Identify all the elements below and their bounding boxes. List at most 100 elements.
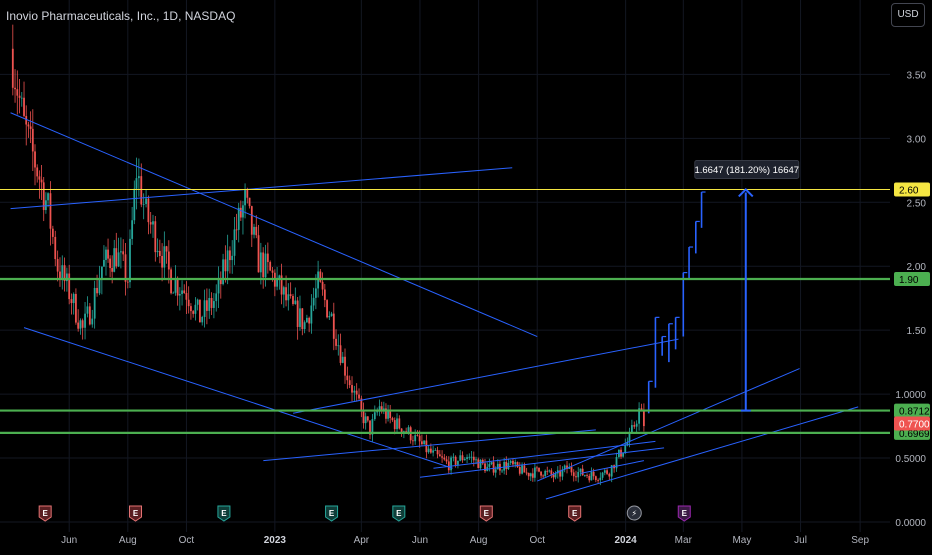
candle-body xyxy=(44,200,47,211)
trendline[interactable] xyxy=(10,167,513,210)
candle-body xyxy=(176,279,179,296)
candle-body xyxy=(337,345,340,347)
trendline[interactable] xyxy=(537,368,800,482)
candle-body xyxy=(163,246,166,268)
trendlines[interactable] xyxy=(10,112,859,500)
trendline[interactable] xyxy=(23,327,453,469)
y-tick-label: 0.0000 xyxy=(895,518,926,529)
candle-body xyxy=(533,467,536,478)
event-marker-label: E xyxy=(221,509,227,518)
event-markers[interactable]: E E E E E E E ⚡ E xyxy=(38,505,691,522)
x-tick-label: Mar xyxy=(675,535,693,546)
candle-body xyxy=(441,456,443,458)
candle-body xyxy=(266,253,269,263)
earnings-marker[interactable] xyxy=(325,505,339,522)
candle-body xyxy=(332,313,335,339)
candle-body xyxy=(161,255,163,268)
y-tick-label: 2.00 xyxy=(907,262,927,273)
candle-body xyxy=(185,293,188,300)
candle-body xyxy=(427,448,430,453)
candle-body xyxy=(380,406,383,412)
candle-body xyxy=(326,300,328,318)
level-price-label: 0.8712 xyxy=(899,407,930,418)
y-tick-label: 2.50 xyxy=(907,198,927,209)
candle-body xyxy=(624,445,627,453)
candle-body xyxy=(416,435,419,436)
candle-body xyxy=(287,294,290,301)
x-tick-label: Oct xyxy=(179,535,195,546)
candle-body xyxy=(219,278,222,285)
candle-body xyxy=(250,206,253,235)
candle-body xyxy=(470,456,473,458)
candle-body xyxy=(546,470,549,472)
earnings-marker[interactable] xyxy=(568,505,582,522)
candle-body xyxy=(610,465,613,477)
earnings-marker[interactable] xyxy=(217,505,231,522)
candle-body xyxy=(34,151,36,168)
candle-body xyxy=(353,390,356,393)
candle-body xyxy=(479,459,482,469)
candle-body xyxy=(172,292,175,294)
earnings-marker[interactable] xyxy=(38,505,52,522)
candle-body xyxy=(434,450,437,451)
candle-body xyxy=(86,306,89,314)
candle-body xyxy=(194,304,197,314)
candle-body xyxy=(158,250,161,256)
symbol-title[interactable]: Inovio Pharmaceuticals, Inc., 1D, NASDAQ xyxy=(6,9,236,23)
earnings-marker[interactable] xyxy=(129,505,143,522)
candle-body xyxy=(376,411,379,413)
x-tick-label: Jun xyxy=(61,535,77,546)
candle-body xyxy=(583,475,586,476)
currency-button[interactable]: USD xyxy=(891,3,925,27)
earnings-marker[interactable] xyxy=(479,505,493,522)
candle-body xyxy=(301,308,304,330)
earnings-marker[interactable] xyxy=(392,505,406,522)
price-axis[interactable]: 3.50 3.00 2.50 2.00 1.50 1.0000 0.5000 0.0000 xyxy=(895,70,926,529)
earnings-marker[interactable] xyxy=(677,505,691,522)
split-marker[interactable] xyxy=(626,505,642,521)
candle-body xyxy=(484,463,486,472)
candle-body xyxy=(477,459,480,469)
candle-body xyxy=(461,455,464,461)
candle-body xyxy=(507,463,510,469)
candle-body xyxy=(423,440,426,445)
candle-body xyxy=(271,270,274,273)
trendline[interactable] xyxy=(10,112,538,338)
candle-body xyxy=(527,472,530,477)
measure-tool[interactable]: 1.6647 (181.20%) 16647 xyxy=(694,159,800,412)
x-tick-label: Apr xyxy=(354,535,370,546)
candle-body xyxy=(65,273,68,282)
candle-body xyxy=(51,228,54,237)
trendline[interactable] xyxy=(293,338,679,414)
trendline[interactable] xyxy=(419,447,665,478)
candle-body xyxy=(208,297,211,311)
candle-body xyxy=(75,293,77,323)
candle-body xyxy=(126,281,129,283)
candle-body xyxy=(59,271,61,280)
x-tick-label: Jul xyxy=(794,535,807,546)
candle-body xyxy=(492,462,495,473)
candle-body xyxy=(481,459,484,464)
candle-body xyxy=(226,250,229,272)
trendline[interactable] xyxy=(263,429,596,462)
candle-body xyxy=(369,420,371,435)
trendline[interactable] xyxy=(545,406,859,500)
candle-body xyxy=(346,375,349,381)
candle-body xyxy=(235,229,238,231)
candle-body xyxy=(635,423,638,427)
candle-body xyxy=(608,473,611,477)
time-axis[interactable]: Jun Aug Oct 2023 Apr Jun Aug Oct 2024 Mar May Jul Se… xyxy=(61,535,869,546)
level-price-badge xyxy=(894,272,930,286)
candle-body xyxy=(115,248,118,267)
candle-body xyxy=(373,412,376,420)
candle-body xyxy=(554,473,557,478)
candle-body xyxy=(282,287,285,295)
candle-body xyxy=(147,198,150,223)
x-tick-label: Aug xyxy=(119,535,137,546)
candle-body xyxy=(54,236,57,260)
trendline[interactable] xyxy=(580,460,644,474)
candle-body xyxy=(443,457,446,460)
